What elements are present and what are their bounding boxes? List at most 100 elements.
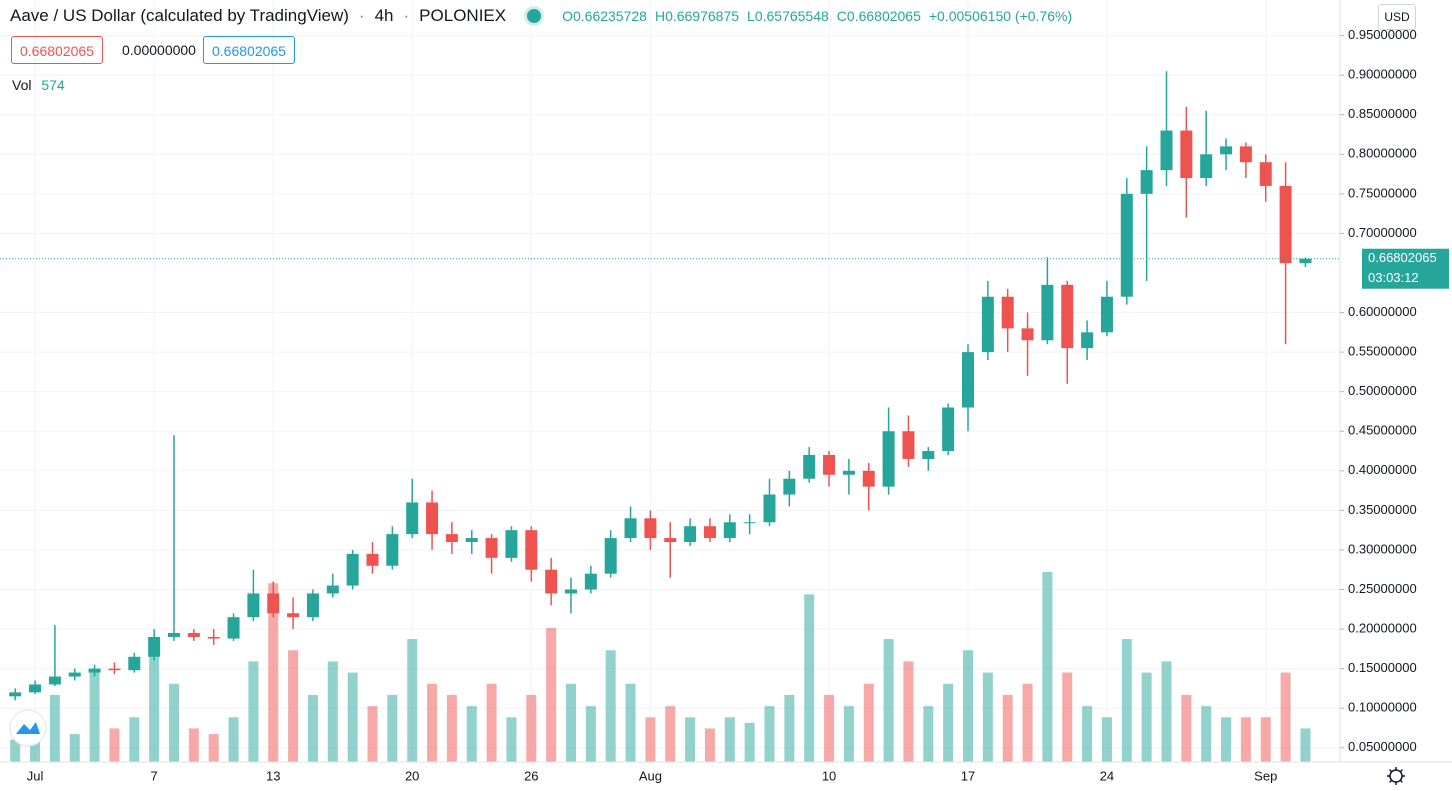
candle-body [644, 518, 657, 539]
volume-bar [1062, 672, 1073, 762]
ohlc-legend: O0.66235728 H0.66976875 L0.65765548 C0.6… [562, 8, 1072, 24]
candle-body [485, 538, 498, 558]
candle-body [247, 593, 260, 618]
countdown: 03:03:12 [1368, 270, 1419, 285]
volume-bar [307, 694, 318, 762]
volume-bar [30, 728, 41, 762]
volume-bar [208, 734, 219, 762]
buy-box[interactable]: 0.66802065 [203, 36, 295, 64]
y-tick-label: 0.80000000 [1348, 146, 1417, 161]
legend-change: +0.00506150 (+0.76%) [928, 8, 1073, 24]
candle-body [68, 672, 81, 677]
volume-bar [982, 672, 993, 762]
y-tick-label: 0.95000000 [1348, 27, 1417, 42]
volume-bar [744, 722, 755, 762]
volume-bar [1002, 694, 1013, 762]
volume-bar [446, 694, 457, 762]
volume-bar [188, 728, 199, 762]
candle-body [465, 538, 478, 543]
x-tick-label: 17 [961, 768, 975, 783]
price-axis-bg [1340, 0, 1452, 791]
interval[interactable]: 4h [374, 6, 394, 25]
candle-body [426, 502, 439, 535]
legend-high: H0.66976875 [654, 8, 740, 24]
legend-low: L0.65765548 [747, 8, 829, 24]
market-status[interactable] [524, 6, 545, 26]
candle-body [287, 613, 300, 618]
sell-box[interactable]: 0.66802065 [11, 36, 103, 64]
y-tick-label: 0.60000000 [1348, 304, 1417, 319]
candle-body [942, 407, 955, 452]
symbol-title[interactable]: Aave / US Dollar (calculated by TradingV… [10, 6, 349, 25]
legend-close: C0.66802065 [836, 8, 921, 24]
volume-bar [923, 706, 934, 762]
candle-body [88, 668, 101, 673]
candle-body [207, 636, 220, 639]
volume-bar [506, 717, 517, 762]
candle-body [1140, 170, 1153, 194]
volume-bar [1042, 572, 1053, 762]
volume-bar [1101, 717, 1112, 762]
price-label: 0.66802065 [1368, 250, 1437, 265]
spread: 0.00000000 [122, 42, 196, 58]
legend-open: O0.66235728 [562, 8, 647, 24]
y-tick-label: 0.45000000 [1348, 423, 1417, 438]
volume-bar [665, 706, 676, 762]
x-tick-label: Aug [639, 768, 662, 783]
candle-body [1160, 130, 1173, 171]
candle-body [1180, 130, 1193, 179]
volume-bar [10, 739, 21, 762]
volume-bar [149, 639, 160, 762]
volume-bar [347, 672, 358, 762]
volume-bar [1300, 728, 1311, 762]
candle-body [565, 589, 577, 594]
currency-button[interactable]: USD [1378, 4, 1416, 30]
candle-body [962, 352, 974, 408]
candle-body [604, 538, 617, 574]
volume-bar [645, 717, 656, 762]
settings-tooth [1399, 779, 1403, 783]
candle-body [168, 633, 180, 637]
candle-body [1120, 193, 1133, 297]
y-tick-label: 0.05000000 [1348, 739, 1417, 754]
volume-bar [963, 650, 973, 762]
settings[interactable] [1387, 767, 1405, 785]
candle-body [386, 534, 399, 566]
x-tick-label: 20 [405, 768, 419, 783]
candle-body [545, 569, 558, 594]
candle-body [1001, 296, 1014, 329]
volume-bar [1280, 672, 1291, 762]
candle-body [823, 454, 836, 475]
volume-bar [546, 627, 557, 762]
candle-body [803, 454, 816, 479]
volume-bar [129, 717, 140, 762]
candle-body [445, 534, 458, 543]
volume-bar [89, 672, 100, 762]
y-tick-label: 0.15000000 [1348, 660, 1417, 675]
candle-body [763, 494, 776, 523]
candle-body [346, 553, 359, 586]
x-tick-label: Jul [27, 768, 44, 783]
x-tick-label: 26 [524, 768, 538, 783]
volume-bar [1141, 672, 1152, 762]
candle-body [1239, 146, 1252, 163]
candle-body [1259, 162, 1272, 186]
logo[interactable] [9, 709, 47, 747]
settings-tooth [1389, 769, 1393, 773]
volume-bar [69, 734, 80, 762]
candle-body [1299, 258, 1312, 264]
volume-bar [268, 583, 279, 762]
y-tick-label: 0.55000000 [1348, 344, 1417, 359]
volume-bar [1201, 706, 1212, 762]
volume-bar [248, 661, 259, 762]
volume-bar [228, 717, 239, 762]
volume-bar [943, 683, 954, 762]
header: Aave / US Dollar (calculated by TradingV… [10, 6, 1072, 26]
y-tick-label: 0.40000000 [1348, 462, 1417, 477]
time-axis-bg [0, 762, 1452, 791]
y-tick-label: 0.50000000 [1348, 383, 1417, 398]
volume-bar [466, 706, 477, 762]
candle-body [703, 526, 716, 539]
candle-body [187, 633, 200, 637]
